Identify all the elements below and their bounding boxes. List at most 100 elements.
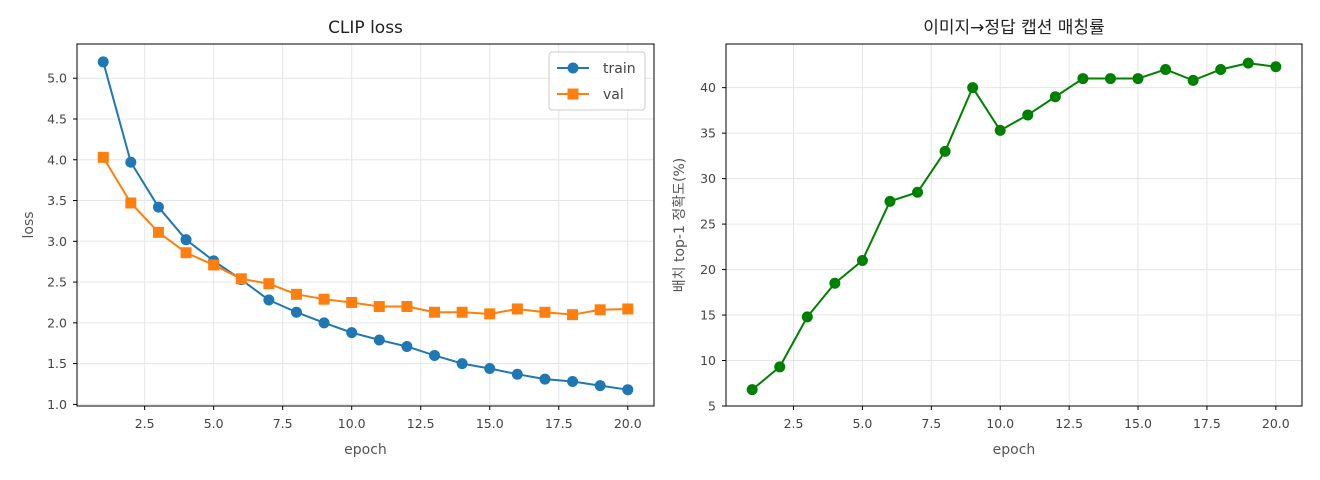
accuracy-accuracy-point xyxy=(967,82,979,94)
accuracy-chart-x-label: epoch xyxy=(993,442,1036,458)
loss-chart-y-label: loss xyxy=(21,211,37,238)
accuracy-x-tick-label: 2.5 xyxy=(784,416,804,431)
accuracy-accuracy-point xyxy=(884,195,896,207)
loss-val-point xyxy=(152,226,164,238)
loss-x-tick-label: 17.5 xyxy=(545,416,573,431)
loss-chart: CLIP loss 2.5 5.0 7.5 10.0 12.5 15.0 17.5 20.0 … xyxy=(21,18,655,458)
accuracy-chart-y-ticks: 5 10 15 20 25 30 35 40 xyxy=(700,80,726,414)
accuracy-series-accuracy-line xyxy=(751,62,1276,391)
loss-val-point xyxy=(180,247,192,259)
loss-val-point xyxy=(511,303,523,315)
loss-train-point xyxy=(97,56,109,68)
accuracy-y-tick-label: 20 xyxy=(700,262,716,277)
loss-val-point xyxy=(429,306,441,318)
accuracy-accuracy-point xyxy=(912,186,924,198)
loss-val-point xyxy=(484,308,496,320)
loss-val-point xyxy=(456,306,468,318)
accuracy-accuracy-point xyxy=(856,254,868,266)
accuracy-accuracy-point xyxy=(1049,91,1061,103)
accuracy-accuracy-point xyxy=(801,311,813,323)
loss-train-point xyxy=(622,384,634,396)
accuracy-accuracy-point xyxy=(1270,61,1282,73)
accuracy-x-tick-label: 5.0 xyxy=(852,416,872,431)
loss-train-point xyxy=(125,156,137,168)
accuracy-chart: 이미지→정답 캡션 매칭률 2.5 5.0 7.5 10.0 12.5 15.0 17.5 2… xyxy=(672,18,1303,458)
loss-y-tick-label: 5.0 xyxy=(47,71,67,86)
loss-x-tick-label: 15.0 xyxy=(476,416,504,431)
accuracy-accuracy-point xyxy=(1104,73,1116,85)
loss-y-tick-label: 2.5 xyxy=(47,275,67,290)
loss-val-point xyxy=(373,301,385,313)
loss-chart-x-label: epoch xyxy=(344,442,387,458)
legend-val-label: val xyxy=(603,87,624,103)
loss-x-tick-label: 7.5 xyxy=(273,416,293,431)
loss-train-point xyxy=(318,317,330,329)
accuracy-y-tick-label: 5 xyxy=(708,399,716,414)
accuracy-x-tick-label: 12.5 xyxy=(1055,416,1083,431)
loss-train-point xyxy=(180,234,192,246)
loss-val-point xyxy=(539,306,551,318)
accuracy-chart-frame xyxy=(725,43,1303,407)
loss-x-tick-label: 20.0 xyxy=(614,416,642,431)
loss-chart-series xyxy=(97,56,634,396)
loss-chart-x-ticks: 2.5 5.0 7.5 10.0 12.5 15.0 17.5 20.0 xyxy=(135,406,642,431)
loss-chart-title: CLIP loss xyxy=(328,18,403,38)
loss-train-point xyxy=(511,368,523,380)
accuracy-y-tick-label: 25 xyxy=(700,217,716,232)
loss-val-point xyxy=(263,278,275,290)
loss-val-point xyxy=(290,288,302,300)
loss-train-point xyxy=(567,376,579,388)
accuracy-x-tick-label: 10.0 xyxy=(986,416,1014,431)
accuracy-accuracy-point xyxy=(829,277,841,289)
accuracy-y-tick-label: 10 xyxy=(700,353,716,368)
loss-train-point xyxy=(290,306,302,318)
loss-x-tick-label: 12.5 xyxy=(407,416,435,431)
loss-x-tick-label: 5.0 xyxy=(204,416,224,431)
accuracy-accuracy-point xyxy=(1242,57,1254,69)
accuracy-accuracy-point xyxy=(994,124,1006,136)
accuracy-accuracy-point xyxy=(1077,73,1089,85)
legend-val-marker xyxy=(567,88,579,100)
loss-chart-legend: train val xyxy=(548,51,646,111)
loss-chart-y-ticks: 1.0 1.5 2.0 2.5 3.0 3.5 4.0 4.5 5.0 xyxy=(47,71,77,412)
loss-val-point xyxy=(97,151,109,163)
accuracy-accuracy-point xyxy=(1022,109,1034,121)
loss-x-tick-label: 10.0 xyxy=(338,416,366,431)
accuracy-accuracy-point xyxy=(1160,63,1172,75)
accuracy-x-tick-label: 15.0 xyxy=(1124,416,1152,431)
loss-val-point xyxy=(235,273,247,285)
loss-y-tick-label: 1.0 xyxy=(47,397,67,412)
loss-train-point xyxy=(346,327,358,339)
accuracy-x-tick-label: 7.5 xyxy=(921,416,941,431)
loss-train-point xyxy=(539,373,551,385)
accuracy-accuracy-point xyxy=(1187,74,1199,86)
accuracy-chart-x-ticks: 2.5 5.0 7.5 10.0 12.5 15.0 17.5 20.0 xyxy=(784,406,1290,431)
accuracy-accuracy-point xyxy=(1132,73,1144,85)
accuracy-chart-y-label: 배치 top-1 정확도(%) xyxy=(672,158,688,292)
loss-train-point xyxy=(456,358,468,370)
loss-train-point xyxy=(401,340,413,352)
loss-y-tick-label: 3.0 xyxy=(47,234,67,249)
accuracy-chart-title: 이미지→정답 캡션 매칭률 xyxy=(923,18,1104,38)
accuracy-chart-series xyxy=(746,57,1282,396)
accuracy-y-tick-label: 40 xyxy=(700,80,716,95)
accuracy-accuracy-point xyxy=(1215,63,1227,75)
loss-series-train-line xyxy=(102,61,628,391)
loss-train-point xyxy=(263,294,275,306)
loss-x-tick-label: 2.5 xyxy=(135,416,155,431)
accuracy-y-tick-label: 15 xyxy=(700,308,716,323)
loss-y-tick-label: 2.0 xyxy=(47,315,67,330)
loss-train-point xyxy=(152,201,164,213)
loss-chart-grid xyxy=(77,44,654,406)
loss-val-point xyxy=(622,303,634,315)
loss-val-point xyxy=(318,293,330,305)
accuracy-accuracy-point xyxy=(746,384,758,396)
loss-y-tick-label: 3.5 xyxy=(47,193,67,208)
loss-y-tick-label: 4.0 xyxy=(47,152,67,167)
accuracy-y-tick-label: 30 xyxy=(700,171,716,186)
loss-val-point xyxy=(125,197,137,209)
legend-train-label: train xyxy=(603,61,636,77)
loss-train-point xyxy=(429,349,441,361)
loss-val-point xyxy=(401,301,413,313)
loss-train-point xyxy=(484,362,496,374)
